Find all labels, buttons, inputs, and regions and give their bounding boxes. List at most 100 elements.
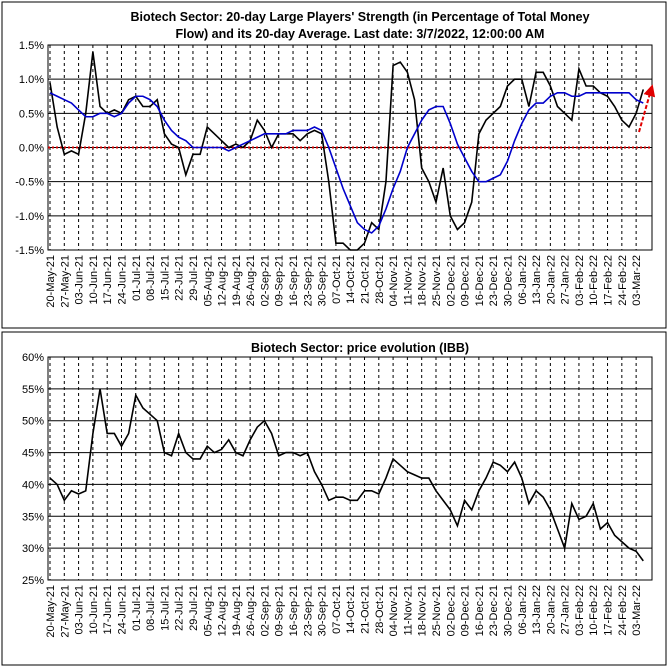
x-tick-label: 09-Dec-21 [460,585,472,636]
x-tick-label: 20-May-21 [45,585,57,638]
x-tick-label: 05-Aug-21 [202,585,214,636]
y-tick-label: 30% [22,543,44,555]
x-tick-label: 21-Oct-21 [360,585,372,634]
x-tick-label: 03-Feb-22 [574,585,586,636]
x-tick-label: 01-Jul-21 [131,585,143,631]
y-tick-label: 0.5% [19,108,44,120]
x-tick-label: 02-Dec-21 [445,585,457,636]
x-tick-label: 03-Jun-21 [74,585,86,635]
x-tick-label: 23-Sep-21 [302,585,314,636]
x-tick-label: 22-Jul-21 [174,585,186,631]
y-tick-label: 0.0% [19,143,44,155]
x-tick-label: 02-Dec-21 [445,255,457,306]
x-tick-label: 27-Jan-22 [560,255,572,305]
x-tick-label: 28-Oct-21 [374,585,386,634]
x-tick-label: 17-Feb-22 [603,585,615,636]
y-tick-label: -0.5% [15,177,44,189]
y-tick-label: 40% [22,479,44,491]
x-tick-label: 08-Jul-21 [145,585,157,631]
line-series [49,92,644,234]
y-tick-label: 25% [22,575,44,587]
y-tick-label: -1.5% [15,245,44,257]
x-tick-label: 06-Jan-22 [517,585,529,635]
x-tick-label: 10-Jun-21 [88,255,100,305]
x-tick-label: 13-Jan-22 [531,585,543,635]
x-tick-label: 28-Oct-21 [374,255,386,304]
x-tick-label: 30-Sep-21 [317,255,329,306]
x-tick-label: 17-Jun-21 [102,585,114,635]
x-tick-label: 14-Oct-21 [345,255,357,304]
x-tick-label: 24-Feb-22 [617,585,629,636]
x-tick-label: 03-Mar-22 [631,255,643,306]
x-tick-label: 09-Sep-21 [274,255,286,306]
x-tick-label: 04-Nov-21 [388,255,400,306]
x-tick-label: 02-Sep-21 [259,255,271,306]
x-tick-label: 27-May-21 [59,255,71,308]
x-tick-label: 03-Jun-21 [74,255,86,305]
x-tick-label: 24-Jun-21 [116,585,128,635]
line-series [49,51,645,251]
y-tick-label: 1.0% [19,74,44,86]
chart-title: Biotech Sector: 20-day Large Players' St… [130,10,589,24]
x-tick-label: 20-Jan-22 [545,585,557,635]
trend-arrow [638,84,656,133]
x-tick-label: 25-Nov-21 [431,255,443,306]
x-tick-label: 20-May-21 [45,255,57,308]
x-tick-label: 10-Feb-22 [588,585,600,636]
x-tick-label: 11-Nov-21 [402,255,414,306]
x-tick-label: 30-Sep-21 [317,585,329,636]
x-tick-label: 04-Nov-21 [388,585,400,636]
x-tick-label: 16-Dec-21 [474,255,486,306]
x-tick-label: 16-Dec-21 [474,585,486,636]
x-tick-label: 30-Dec-21 [502,585,514,636]
x-tick-label: 09-Dec-21 [460,255,472,306]
x-tick-label: 06-Jan-22 [517,255,529,305]
line-series [49,388,644,562]
x-tick-label: 12-Aug-21 [217,585,229,636]
x-tick-label: 14-Oct-21 [345,585,357,634]
y-tick-label: 35% [22,511,44,523]
x-tick-label: 07-Oct-21 [331,255,343,304]
x-tick-label: 27-May-21 [59,585,71,638]
x-tick-label: 23-Dec-21 [488,585,500,636]
x-tick-label: 10-Feb-22 [588,255,600,306]
x-tick-label: 08-Jul-21 [145,255,157,301]
x-tick-label: 22-Jul-21 [174,255,186,301]
plot-area [47,356,653,581]
x-tick-label: 11-Nov-21 [402,585,414,636]
x-tick-label: 26-Aug-21 [245,255,257,306]
x-tick-label: 02-Sep-21 [259,585,271,636]
x-tick-label: 07-Oct-21 [331,585,343,634]
x-tick-label: 24-Feb-22 [617,255,629,306]
x-tick-label: 16-Sep-21 [288,585,300,636]
x-tick-label: 15-Jul-21 [159,255,171,301]
x-tick-label: 27-Jan-22 [560,585,572,635]
y-tick-label: 60% [22,352,44,364]
y-tick-label: 50% [22,416,44,428]
x-tick-label: 17-Feb-22 [603,255,615,306]
x-tick-label: 12-Aug-21 [217,255,229,306]
x-tick-label: 19-Aug-21 [231,585,243,636]
chart-title: Biotech Sector: price evolution (IBB) [251,341,469,355]
x-tick-label: 18-Nov-21 [417,585,429,636]
y-tick-label: 55% [22,384,44,396]
x-tick-label: 01-Jul-21 [131,255,143,301]
x-tick-label: 25-Nov-21 [431,585,443,636]
x-tick-label: 19-Aug-21 [231,255,243,306]
y-tick-label: -1.0% [15,211,44,223]
x-tick-label: 29-Jul-21 [188,585,200,631]
x-tick-label: 10-Jun-21 [88,585,100,635]
x-tick-label: 21-Oct-21 [360,255,372,304]
x-tick-label: 18-Nov-21 [417,255,429,306]
x-tick-label: 15-Jul-21 [159,585,171,631]
x-tick-label: 16-Sep-21 [288,255,300,306]
x-tick-label: 29-Jul-21 [188,255,200,301]
y-tick-label: 1.5% [19,40,44,52]
y-tick-label: 45% [22,448,44,460]
x-tick-label: 26-Aug-21 [245,585,257,636]
chart-title: Flow) and its 20-day Average. Last date:… [176,27,545,41]
x-tick-label: 23-Sep-21 [302,255,314,306]
x-tick-label: 05-Aug-21 [202,255,214,306]
x-tick-label: 13-Jan-22 [531,255,543,305]
